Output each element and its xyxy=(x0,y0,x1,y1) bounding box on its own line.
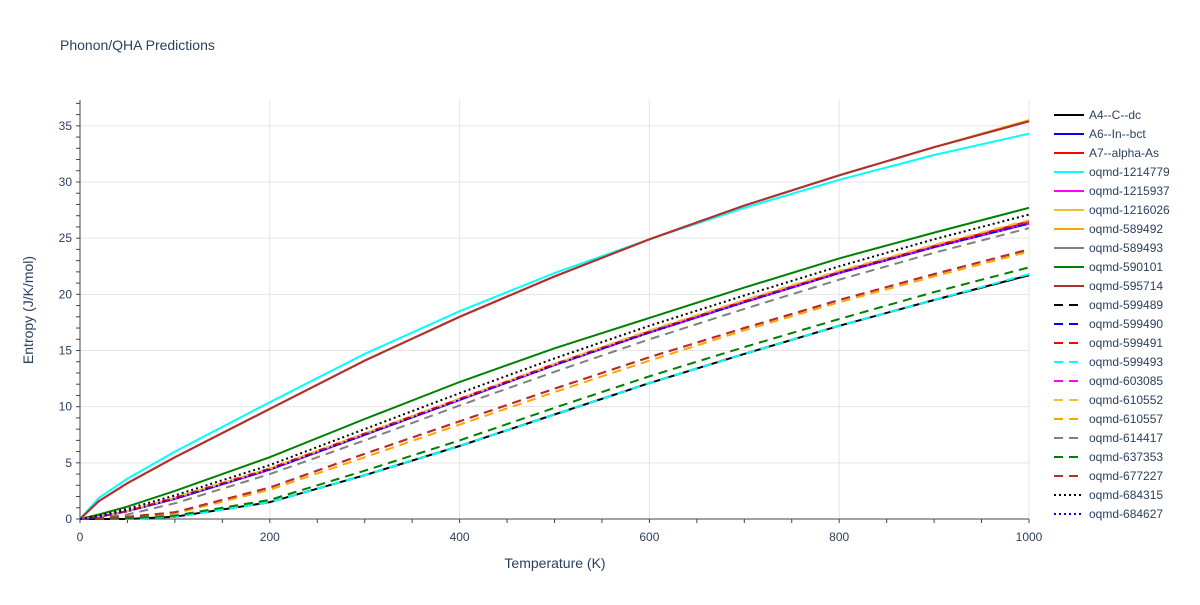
legend-item[interactable]: oqmd-590101 xyxy=(1054,260,1163,274)
legend-label: oqmd-610552 xyxy=(1089,393,1163,407)
legend-item[interactable]: oqmd-1216026 xyxy=(1054,203,1170,217)
legend-label: oqmd-603085 xyxy=(1089,374,1163,388)
y-tick-label: 30 xyxy=(59,175,73,189)
legend-item[interactable]: oqmd-614417 xyxy=(1054,431,1163,445)
y-tick-label: 5 xyxy=(65,456,72,470)
x-axis-label: Temperature (K) xyxy=(504,555,605,571)
legend-label: oqmd-599489 xyxy=(1089,298,1163,312)
legend-item[interactable]: oqmd-599489 xyxy=(1054,298,1163,312)
legend-item[interactable]: oqmd-599493 xyxy=(1054,355,1163,369)
legend-label: oqmd-599491 xyxy=(1089,336,1163,350)
legend-item[interactable]: oqmd-610557 xyxy=(1054,412,1163,426)
series-line-oqmd-614417 xyxy=(79,227,1030,520)
legend-label: oqmd-610557 xyxy=(1089,412,1163,426)
chart-title: Phonon/QHA Predictions xyxy=(60,37,215,53)
legend-item[interactable]: oqmd-589493 xyxy=(1054,241,1163,255)
y-tick-label: 35 xyxy=(59,119,73,133)
x-tick-label: 1000 xyxy=(1016,530,1043,544)
legend-label: oqmd-590101 xyxy=(1089,260,1163,274)
series-line-oqmd-595714 xyxy=(79,120,1030,520)
legend-item[interactable]: oqmd-1215937 xyxy=(1054,184,1170,198)
legend-item[interactable]: A4--C--dc xyxy=(1054,108,1141,122)
legend-label: oqmd-595714 xyxy=(1089,279,1163,293)
series-line-oqmd-589492 xyxy=(79,119,1030,520)
x-tick-label: 0 xyxy=(77,530,84,544)
y-tick-label: 0 xyxy=(65,512,72,526)
y-axis-label: Entropy (J/K/mol) xyxy=(20,256,36,364)
legend-item[interactable]: oqmd-684627 xyxy=(1054,507,1163,521)
legend-item[interactable]: oqmd-684315 xyxy=(1054,488,1163,502)
legend-item[interactable]: A7--alpha-As xyxy=(1054,146,1159,160)
legend-item[interactable]: oqmd-603085 xyxy=(1054,374,1163,388)
legend-label: oqmd-599493 xyxy=(1089,355,1163,369)
legend-item[interactable]: A6--In--bct xyxy=(1054,127,1146,141)
series-line-oqmd-677227 xyxy=(79,248,1030,520)
legend-label: oqmd-684315 xyxy=(1089,488,1163,502)
legend-label: A6--In--bct xyxy=(1089,127,1146,141)
y-tick-label: 15 xyxy=(59,344,73,358)
series-line-oqmd-1214779 xyxy=(79,132,1030,520)
x-tick-label: 400 xyxy=(450,530,470,544)
y-tick-label: 25 xyxy=(59,231,73,245)
x-tick-label: 600 xyxy=(639,530,659,544)
y-tick-label: 10 xyxy=(59,400,73,414)
y-tick-label: 20 xyxy=(59,287,73,301)
legend-item[interactable]: oqmd-599490 xyxy=(1054,317,1163,331)
legend-item[interactable]: oqmd-637353 xyxy=(1054,450,1163,464)
legend-label: oqmd-589493 xyxy=(1089,241,1163,255)
series-line-oqmd-590101 xyxy=(79,206,1030,520)
legend-item[interactable]: oqmd-1214779 xyxy=(1054,165,1170,179)
legend-label: oqmd-1216026 xyxy=(1089,203,1170,217)
legend-item[interactable]: oqmd-599491 xyxy=(1054,336,1163,350)
legend-item[interactable]: oqmd-589492 xyxy=(1054,222,1163,236)
legend-label: A4--C--dc xyxy=(1089,108,1141,122)
legend-label: oqmd-677227 xyxy=(1089,469,1163,483)
legend-label: A7--alpha-As xyxy=(1089,146,1159,160)
legend-label: oqmd-637353 xyxy=(1089,450,1163,464)
series-line-oqmd-610557 xyxy=(79,250,1030,520)
legend-item[interactable]: oqmd-677227 xyxy=(1054,469,1163,483)
series-line-oqmd-589493 xyxy=(79,120,1030,520)
series-line-oqmd-610552 xyxy=(79,219,1030,520)
x-tick-label: 200 xyxy=(260,530,280,544)
x-tick-label: 800 xyxy=(829,530,849,544)
series-line-oqmd-637353 xyxy=(80,266,1030,520)
legend-label: oqmd-589492 xyxy=(1089,222,1163,236)
series-line-oqmd-1215937 xyxy=(79,120,1030,520)
series-line-oqmd-684315 xyxy=(79,213,1030,520)
legend-item[interactable]: oqmd-610552 xyxy=(1054,393,1163,407)
legend-label: oqmd-599490 xyxy=(1089,317,1163,331)
legend-label: oqmd-1214779 xyxy=(1089,165,1170,179)
legend-label: oqmd-1215937 xyxy=(1089,184,1170,198)
legend-item[interactable]: oqmd-595714 xyxy=(1054,279,1163,293)
legend-label: oqmd-684627 xyxy=(1089,507,1163,521)
legend-label: oqmd-614417 xyxy=(1089,431,1163,445)
series-line-oqmd-1216026 xyxy=(79,119,1030,520)
